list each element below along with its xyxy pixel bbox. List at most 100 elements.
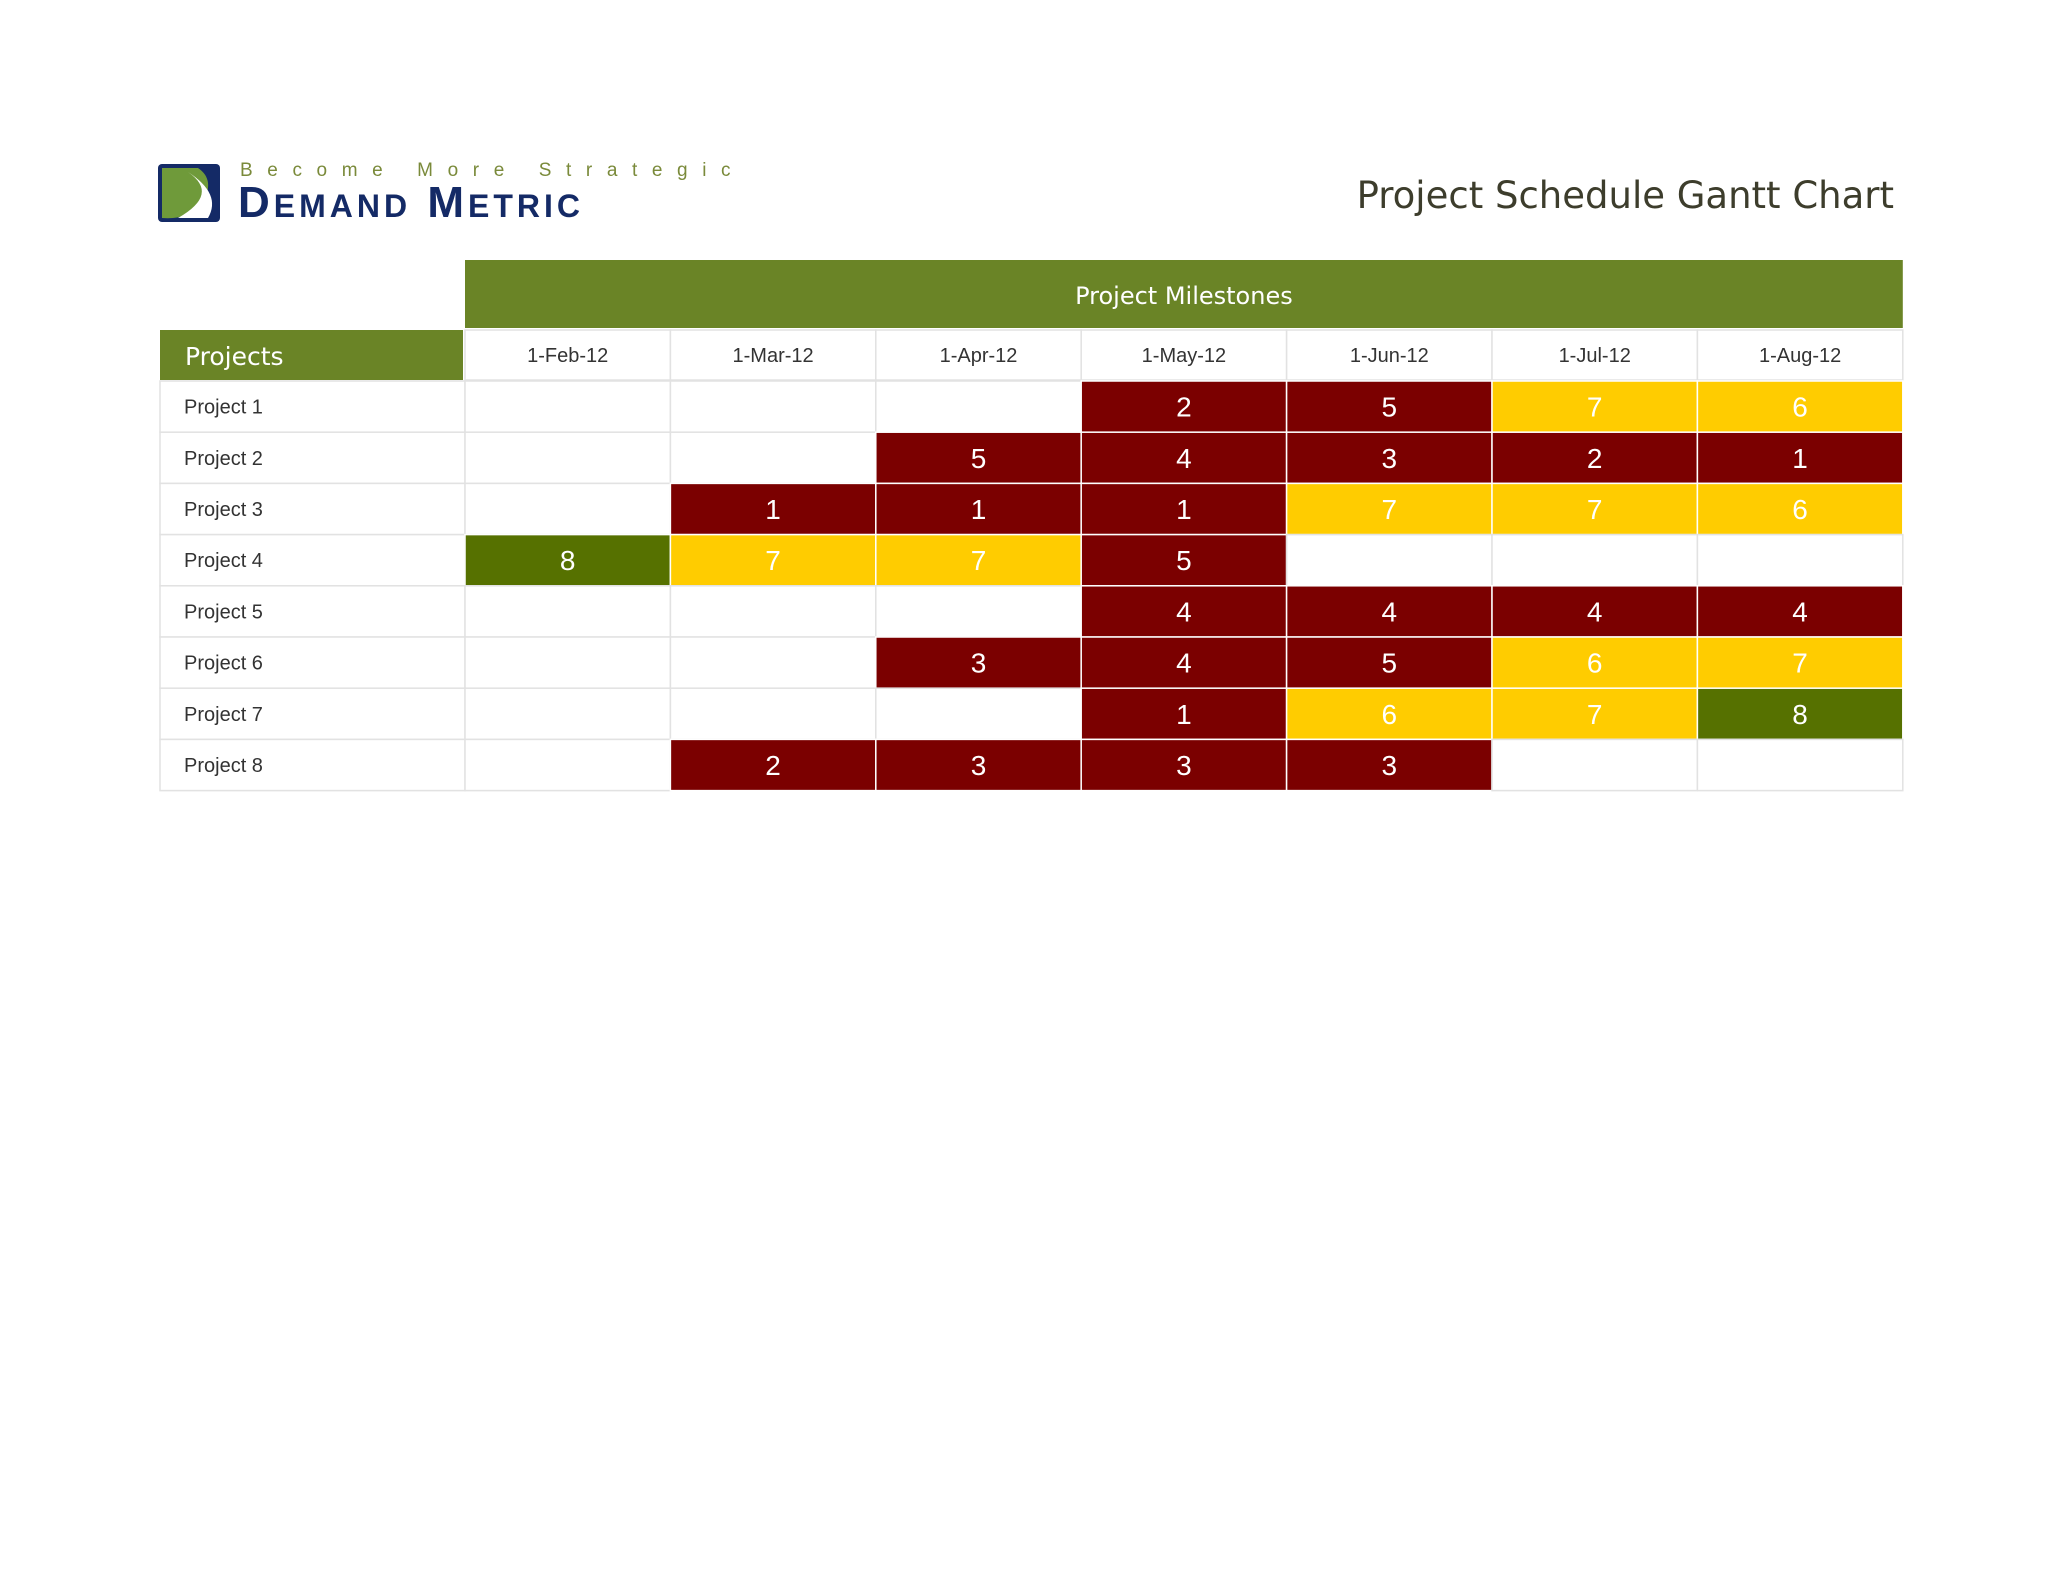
milestone-value: 1 xyxy=(1176,699,1192,730)
milestone-cell xyxy=(1285,533,1493,587)
milestone-cell xyxy=(1080,482,1288,536)
milestone-value: 3 xyxy=(1382,750,1398,781)
milestone-value: 6 xyxy=(1382,699,1398,730)
brand-name-part: M xyxy=(411,178,468,227)
milestone-cell xyxy=(1696,533,1904,587)
milestone-value: 1 xyxy=(971,494,987,525)
milestone-value: 3 xyxy=(1382,443,1398,474)
milestone-value: 1 xyxy=(1176,494,1192,525)
project-label-cell xyxy=(159,533,466,587)
milestone-value: 7 xyxy=(765,545,781,576)
milestone-cell xyxy=(875,687,1082,741)
milestone-cell xyxy=(1080,380,1288,433)
date-column-header xyxy=(1285,329,1493,381)
page-title: Project Schedule Gantt Chart xyxy=(1356,174,1894,217)
milestone-cell xyxy=(875,431,1082,485)
milestone-value: 4 xyxy=(1587,596,1603,627)
date-column-header xyxy=(1696,329,1904,381)
milestone-value: 7 xyxy=(1382,494,1398,525)
project-label-cell xyxy=(159,431,466,485)
project-label-cell xyxy=(159,738,466,792)
milestone-cell xyxy=(1080,687,1288,741)
project-label: Project 5 xyxy=(184,601,263,623)
brand-name-part: EMAND xyxy=(273,188,412,224)
milestone-cell xyxy=(1491,482,1699,536)
milestone-value: 1 xyxy=(1792,443,1808,474)
milestone-cell xyxy=(1696,738,1904,792)
milestone-value: 4 xyxy=(1792,596,1808,627)
milestone-value: 2 xyxy=(1587,443,1603,474)
date-column-label: 1-Apr-12 xyxy=(940,345,1018,367)
milestone-value: 4 xyxy=(1176,443,1192,474)
milestone-cell xyxy=(1696,431,1904,485)
milestone-cell xyxy=(669,431,877,485)
date-column-header xyxy=(669,329,877,381)
projects-header-label: Projects xyxy=(185,342,284,371)
milestone-value: 4 xyxy=(1382,596,1398,627)
date-column-label: 1-May-12 xyxy=(1142,345,1226,367)
milestone-cell xyxy=(669,636,877,689)
date-column-label: 1-Jul-12 xyxy=(1559,345,1631,367)
milestone-value: 8 xyxy=(1792,699,1808,730)
date-column-label: 1-Mar-12 xyxy=(733,345,814,367)
milestone-cell xyxy=(464,380,672,433)
project-label: Project 3 xyxy=(184,499,263,521)
milestone-cell xyxy=(1080,533,1288,587)
milestone-cell xyxy=(875,585,1082,638)
date-column-label: 1-Jun-12 xyxy=(1350,345,1429,367)
milestone-cell xyxy=(1696,482,1904,536)
milestone-cell xyxy=(1696,636,1904,689)
milestone-cell xyxy=(669,482,877,536)
milestone-cell xyxy=(1696,687,1904,741)
date-column-header xyxy=(875,329,1082,381)
milestone-value: 5 xyxy=(1176,545,1192,576)
milestone-value: 7 xyxy=(1587,699,1603,730)
project-label: Project 8 xyxy=(184,755,263,777)
brand-name: DEMAND METRIC xyxy=(238,181,584,228)
milestone-value: 2 xyxy=(765,750,781,781)
milestone-cell xyxy=(1080,431,1288,485)
milestone-cell xyxy=(1080,585,1288,638)
milestone-cell xyxy=(1285,738,1493,792)
date-column-header xyxy=(464,329,672,381)
milestone-cell xyxy=(1696,380,1904,433)
milestone-cell xyxy=(1491,585,1699,638)
milestone-cell xyxy=(464,585,672,638)
projects-header-band xyxy=(160,330,463,380)
milestone-cell xyxy=(1491,380,1699,433)
demand-metric-logo-icon xyxy=(158,164,220,222)
project-label: Project 1 xyxy=(184,397,263,419)
milestone-cell xyxy=(464,687,672,741)
milestone-value: 6 xyxy=(1792,392,1808,423)
milestone-value: 7 xyxy=(1587,392,1603,423)
milestone-cell xyxy=(669,687,877,741)
brand-name-part: D xyxy=(238,178,274,227)
milestone-cell xyxy=(464,482,672,536)
milestone-value: 3 xyxy=(971,648,987,679)
project-label: Project 7 xyxy=(184,704,263,726)
project-label-cell xyxy=(159,687,466,741)
milestone-cell xyxy=(1491,738,1699,792)
milestone-value: 4 xyxy=(1176,648,1192,679)
milestone-value: 7 xyxy=(971,545,987,576)
project-label: Project 6 xyxy=(184,653,263,675)
milestone-value: 5 xyxy=(1382,392,1398,423)
brand-tagline: Become More Strategic xyxy=(240,160,746,181)
project-label: Project 4 xyxy=(184,550,263,572)
milestone-value: 5 xyxy=(971,443,987,474)
milestone-cell xyxy=(1491,533,1699,587)
milestone-cell xyxy=(1285,482,1493,536)
milestone-cell xyxy=(669,585,877,638)
project-label: Project 2 xyxy=(184,448,263,470)
milestones-header-band xyxy=(465,260,1903,328)
milestones-header-label: Project Milestones xyxy=(1075,282,1293,310)
milestone-cell xyxy=(875,482,1082,536)
date-column-label: 1-Aug-12 xyxy=(1759,345,1841,367)
milestone-value: 3 xyxy=(1176,750,1192,781)
brand-name-part: ETRIC xyxy=(468,188,584,224)
milestone-value: 8 xyxy=(560,545,576,576)
milestone-cell xyxy=(464,431,672,485)
milestone-value: 2 xyxy=(1176,392,1192,423)
date-column-header xyxy=(1080,329,1288,381)
